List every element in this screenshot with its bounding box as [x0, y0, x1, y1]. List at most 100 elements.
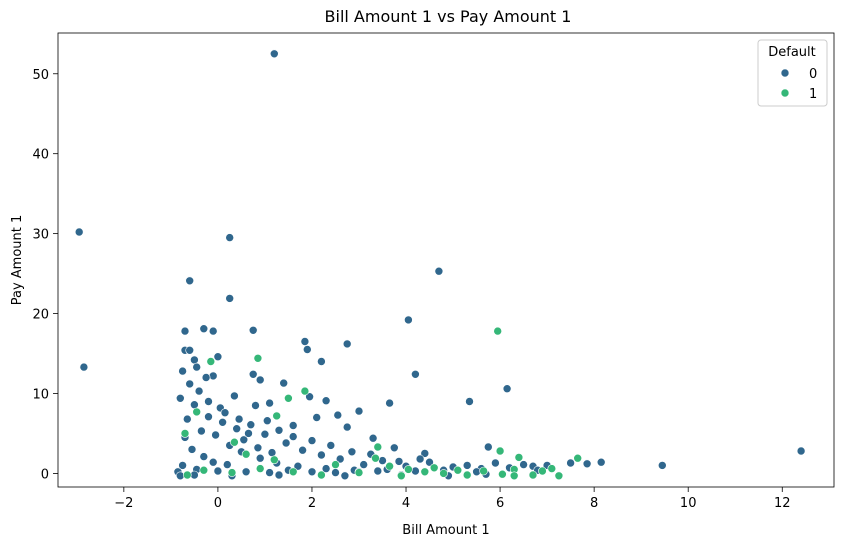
- data-point: [415, 454, 425, 464]
- data-point: [201, 373, 211, 382]
- legend-marker-0: [780, 68, 790, 78]
- data-point: [208, 371, 218, 381]
- data-point: [404, 465, 413, 474]
- data-point: [300, 386, 310, 396]
- data-point: [211, 430, 220, 440]
- data-point: [192, 362, 201, 372]
- data-point: [796, 446, 806, 456]
- data-point: [260, 429, 270, 439]
- data-point: [317, 357, 326, 366]
- data-point: [359, 460, 369, 469]
- data-point: [331, 460, 340, 469]
- data-point: [274, 425, 284, 435]
- data-point: [218, 417, 227, 427]
- data-point: [176, 393, 185, 403]
- y-tick-label: 30: [32, 228, 49, 243]
- series-1: [180, 326, 583, 481]
- y-tick-label: 50: [32, 68, 49, 83]
- x-tick-label: 6: [496, 496, 504, 511]
- x-axis: −2 0 2 4 6 8 10 12: [114, 487, 791, 511]
- data-point: [274, 470, 284, 480]
- data-point: [657, 461, 667, 470]
- data-point: [462, 470, 472, 480]
- data-point: [246, 420, 256, 430]
- data-point: [538, 466, 547, 476]
- data-point: [321, 396, 331, 406]
- data-point: [495, 446, 505, 456]
- data-point: [420, 449, 430, 458]
- legend-box: [757, 39, 828, 107]
- data-point: [251, 401, 260, 410]
- data-point: [385, 398, 394, 408]
- data-point: [439, 469, 448, 478]
- x-tick-label: 8: [590, 496, 598, 511]
- data-point: [197, 426, 206, 436]
- x-tick-label: 2: [308, 496, 316, 511]
- data-point: [204, 412, 213, 422]
- plot-frame: [57, 32, 835, 488]
- data-point: [321, 464, 331, 473]
- data-point: [199, 324, 209, 334]
- data-point: [371, 453, 380, 463]
- data-point: [300, 337, 310, 346]
- data-point: [554, 471, 564, 481]
- data-point: [223, 460, 232, 469]
- data-point: [255, 464, 265, 473]
- data-point: [342, 422, 352, 432]
- data-point: [566, 458, 575, 468]
- x-tick-label: 4: [402, 496, 410, 511]
- data-point: [347, 447, 357, 457]
- data-point: [255, 453, 265, 463]
- data-point: [284, 393, 293, 403]
- data-point: [265, 468, 274, 477]
- x-tick-label: 0: [214, 496, 222, 511]
- data-point: [493, 326, 503, 336]
- data-point: [479, 466, 488, 476]
- data-point: [248, 325, 258, 335]
- chart-title: Bill Amount 1 vs Pay Amount 1: [325, 7, 572, 26]
- data-point: [298, 445, 307, 455]
- x-tick-label: 10: [680, 496, 697, 511]
- data-point: [213, 352, 223, 362]
- data-point: [317, 470, 326, 480]
- data-point: [288, 467, 298, 477]
- data-point: [206, 357, 216, 366]
- points-layer: [74, 49, 806, 481]
- data-point: [596, 457, 606, 467]
- data-point: [502, 384, 512, 394]
- data-point: [187, 445, 197, 454]
- data-point: [514, 453, 524, 462]
- data-point: [267, 448, 277, 457]
- data-point: [269, 455, 279, 465]
- data-point: [185, 276, 194, 286]
- data-point: [302, 345, 312, 354]
- data-point: [241, 467, 251, 477]
- data-point: [232, 424, 241, 434]
- data-point: [79, 362, 89, 372]
- data-point: [411, 466, 420, 476]
- data-point: [253, 443, 263, 453]
- data-point: [573, 453, 583, 463]
- data-point: [333, 410, 343, 420]
- data-point: [178, 366, 187, 376]
- data-point: [307, 436, 317, 445]
- series-0: [74, 49, 806, 481]
- data-point: [389, 443, 399, 453]
- data-point: [227, 468, 237, 477]
- data-point: [288, 421, 298, 430]
- data-point: [429, 463, 439, 473]
- data-point: [183, 470, 192, 480]
- data-point: [194, 386, 204, 396]
- data-point: [230, 437, 239, 447]
- data-point: [331, 468, 340, 477]
- data-point: [185, 345, 194, 355]
- y-tick-label: 20: [32, 308, 49, 323]
- data-point: [253, 353, 263, 363]
- data-point: [411, 369, 420, 379]
- data-point: [498, 469, 507, 479]
- legend: Default 0 1: [757, 39, 828, 107]
- data-point: [281, 438, 291, 448]
- y-tick-label: 10: [32, 387, 49, 402]
- data-point: [305, 392, 314, 402]
